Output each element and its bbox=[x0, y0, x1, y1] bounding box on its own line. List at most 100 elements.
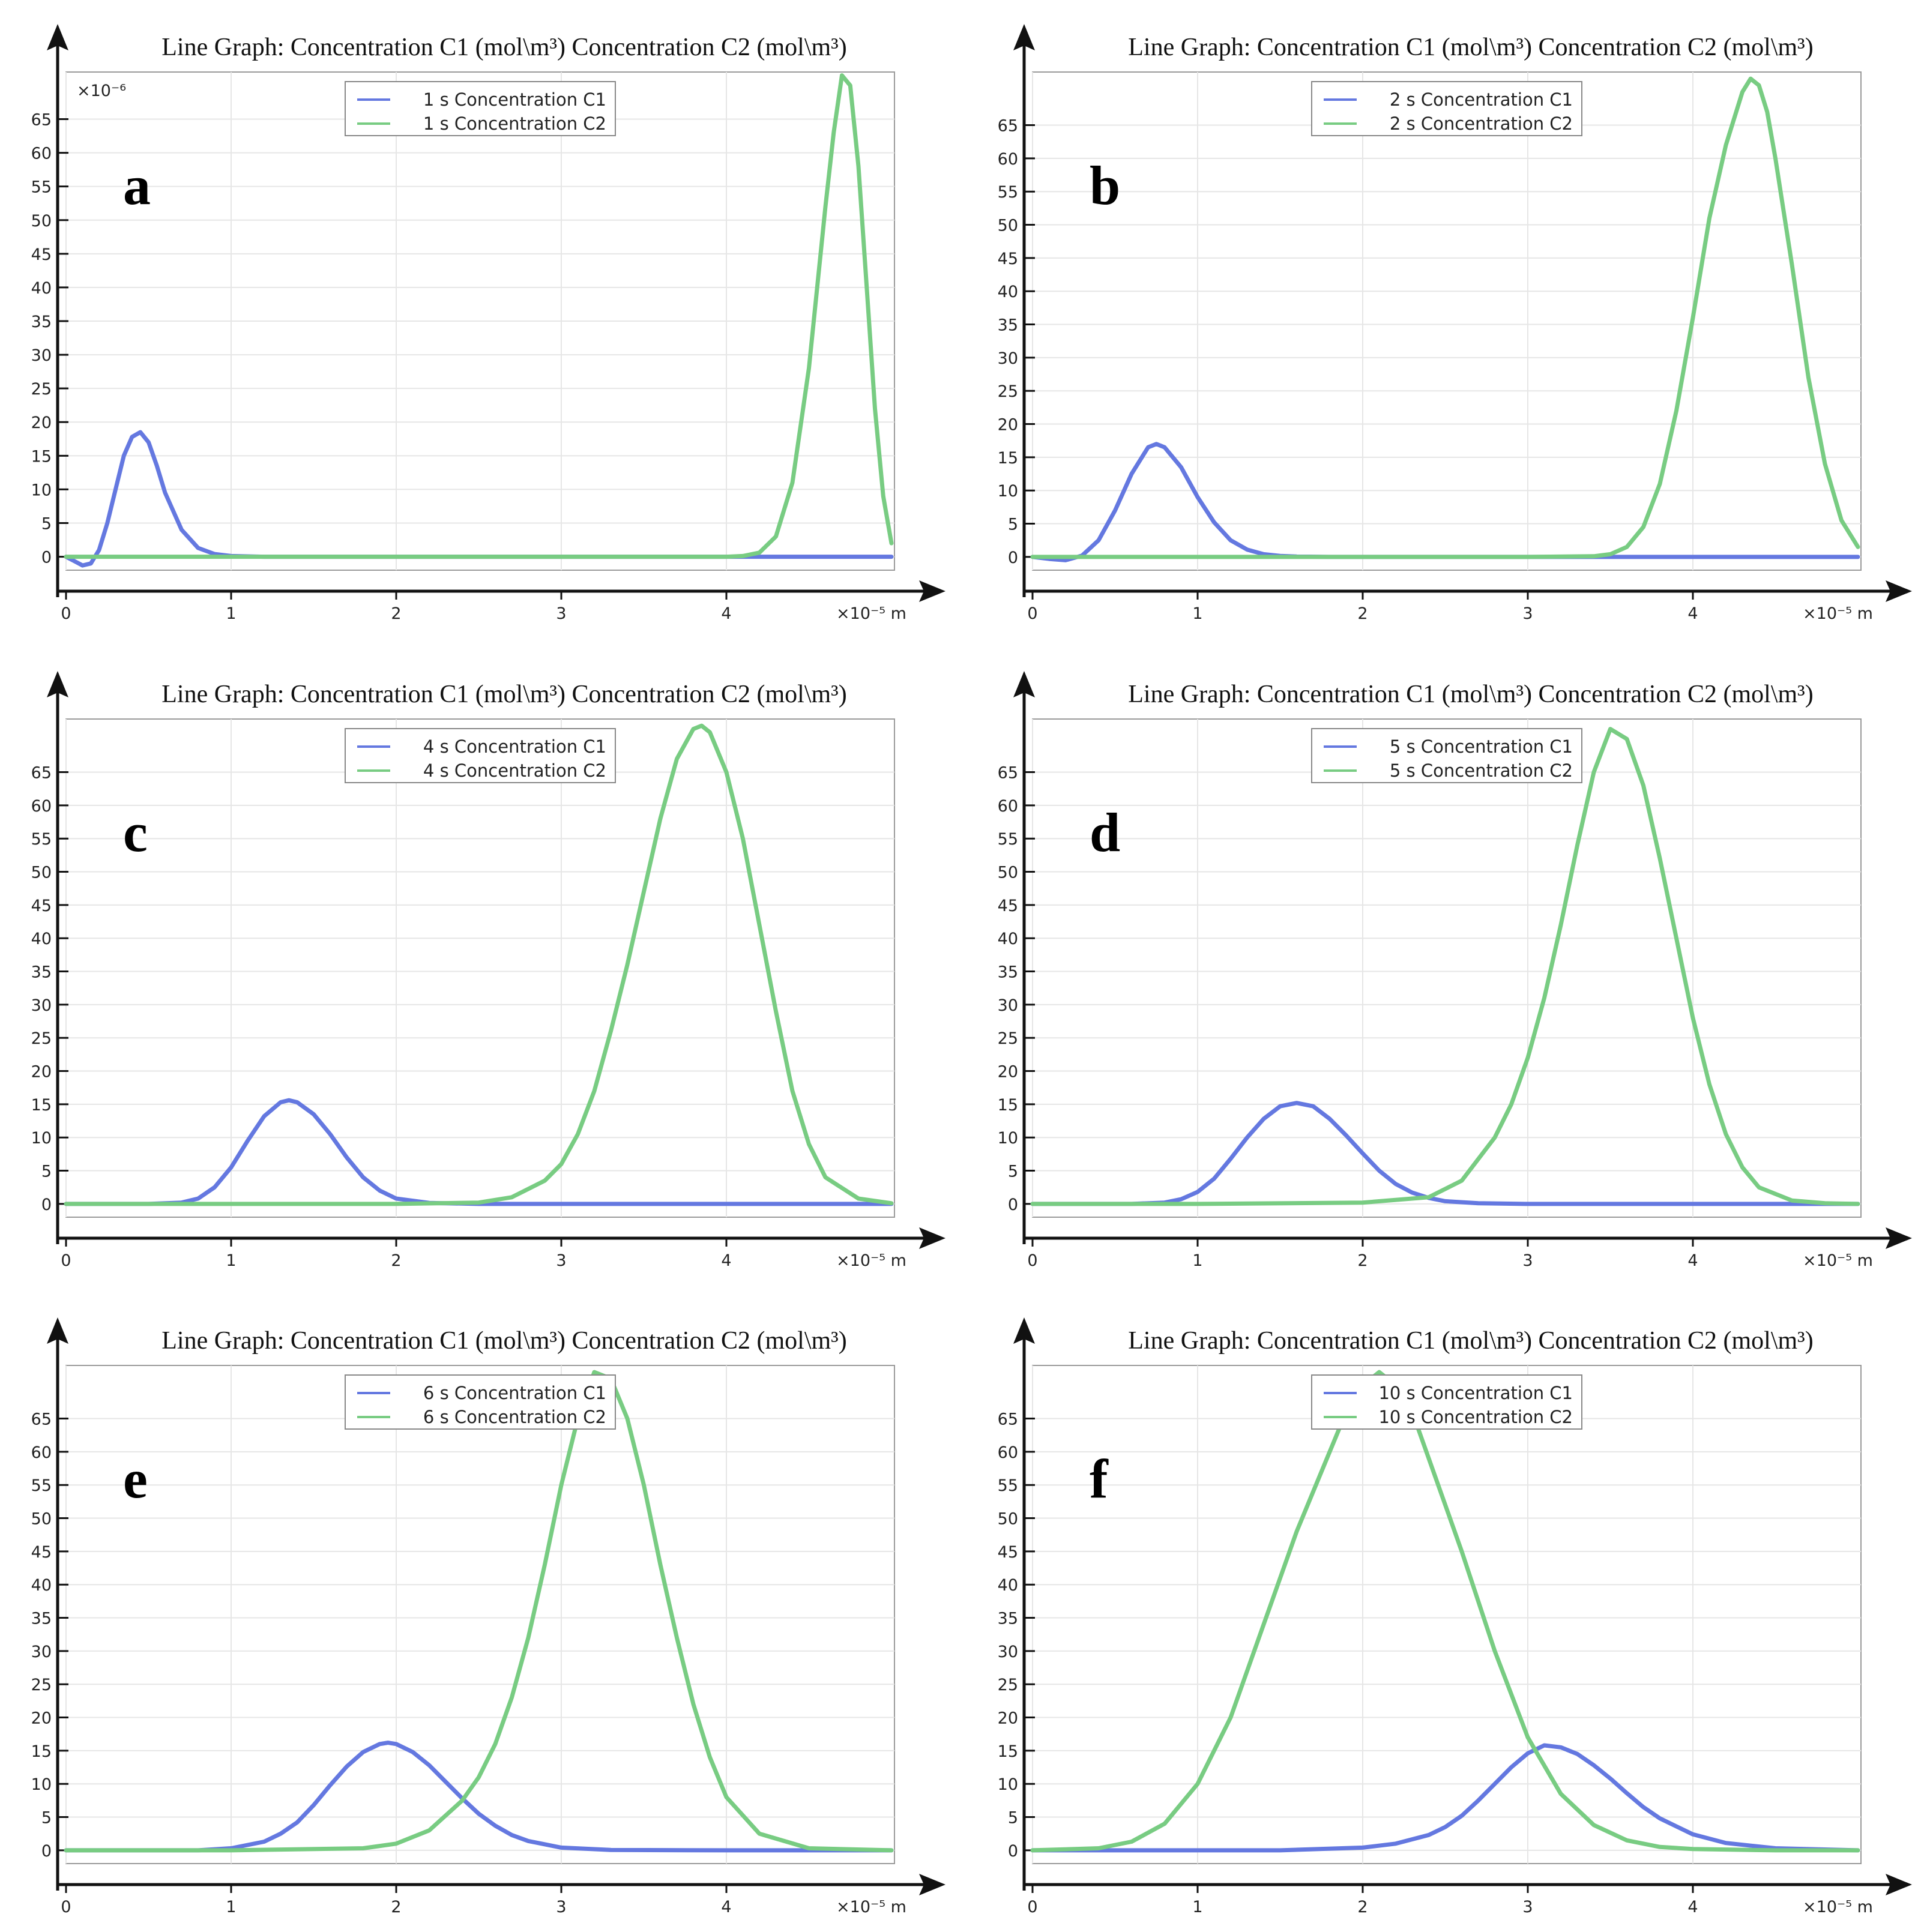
y-tick-label: 5 bbox=[41, 1163, 52, 1181]
y-tick-label: 20 bbox=[31, 1709, 52, 1728]
y-tick-label: 60 bbox=[998, 1443, 1018, 1462]
y-tick-label: 35 bbox=[31, 963, 52, 982]
plot-frame bbox=[65, 1365, 895, 1864]
x-axis-arrow bbox=[1886, 1227, 1912, 1249]
x-tick-label: 1 bbox=[226, 604, 236, 623]
legend-entry: 1 s Concentration C1 bbox=[423, 89, 606, 110]
x-tick-label: 3 bbox=[1522, 1251, 1533, 1270]
plot-frame bbox=[1032, 1365, 1862, 1864]
y-tick-label: 40 bbox=[31, 279, 52, 298]
series-line-c2 bbox=[64, 723, 894, 1206]
x-tick-label: 4 bbox=[721, 604, 731, 623]
y-axis-arrow bbox=[1013, 1317, 1035, 1344]
y-tick-label: 50 bbox=[31, 212, 52, 230]
y-tick-label: 0 bbox=[41, 1196, 52, 1214]
legend-box bbox=[345, 728, 616, 783]
y-scale-label: ×10⁻⁶ bbox=[77, 82, 126, 100]
plot-frame bbox=[65, 718, 895, 1218]
y-tick-label: 60 bbox=[998, 150, 1018, 169]
y-tick-label: 35 bbox=[31, 1610, 52, 1628]
legend: 5 s Concentration C1 5 s Concentration C2 bbox=[1311, 728, 1582, 783]
panel-letter: a bbox=[123, 155, 151, 216]
legend-box bbox=[1311, 81, 1582, 136]
y-tick-label: 60 bbox=[31, 145, 52, 163]
x-tick-label: 0 bbox=[1027, 604, 1037, 623]
legend-entry: 1 s Concentration C2 bbox=[423, 113, 606, 134]
y-tick-label: 20 bbox=[998, 416, 1018, 435]
y-tick-label: 30 bbox=[998, 349, 1018, 368]
x-tick-label: 0 bbox=[61, 1251, 71, 1270]
y-tick-label: 45 bbox=[31, 1543, 52, 1562]
y-tick-label: 65 bbox=[998, 1410, 1018, 1429]
x-axis-arrow bbox=[919, 580, 945, 602]
x-tick-label: 4 bbox=[1687, 604, 1698, 623]
y-tick-label: 10 bbox=[998, 1129, 1018, 1148]
x-tick-label: 3 bbox=[1522, 1898, 1533, 1916]
legend: 6 s Concentration C1 6 s Concentration C2 bbox=[345, 1374, 616, 1430]
y-tick-label: 10 bbox=[31, 1129, 52, 1148]
legend-entry: 2 s Concentration C1 bbox=[1390, 89, 1573, 110]
y-tick-label: 15 bbox=[31, 1742, 52, 1761]
series-line-c1 bbox=[64, 1741, 894, 1853]
y-tick-label: 0 bbox=[1008, 1196, 1018, 1214]
y-tick-label: 45 bbox=[998, 250, 1018, 268]
chart-title: Line Graph: Concentration C1 (mol\m³) Co… bbox=[1128, 1327, 1813, 1355]
y-tick-label: 30 bbox=[31, 346, 52, 365]
y-tick-label: 35 bbox=[31, 313, 52, 331]
chart-title: Line Graph: Concentration C1 (mol\m³) Co… bbox=[1128, 681, 1813, 708]
x-tick-label: 0 bbox=[61, 1898, 71, 1916]
x-tick-label: 2 bbox=[1357, 604, 1368, 623]
y-tick-label: 15 bbox=[31, 1096, 52, 1115]
panel-letter: f bbox=[1090, 1448, 1109, 1509]
y-tick-label: 15 bbox=[998, 449, 1018, 468]
y-tick-label: 5 bbox=[1008, 1809, 1018, 1828]
y-tick-label: 0 bbox=[1008, 549, 1018, 567]
x-tick-label: 4 bbox=[1687, 1251, 1698, 1270]
x-unit-label: ×10⁻⁵ m bbox=[1803, 1251, 1873, 1270]
legend-entry: 4 s Concentration C2 bbox=[423, 760, 606, 781]
panel-letter: b bbox=[1090, 155, 1120, 216]
x-unit-label: ×10⁻⁵ m bbox=[1803, 1898, 1873, 1916]
legend: 10 s Concentration C1 10 s Concentration … bbox=[1311, 1374, 1582, 1430]
panel-letter: c bbox=[123, 802, 148, 863]
y-axis-arrow bbox=[47, 671, 68, 697]
legend-box bbox=[345, 1374, 616, 1430]
y-tick-label: 60 bbox=[31, 1443, 52, 1462]
chart-title: Line Graph: Concentration C1 (mol\m³) Co… bbox=[1128, 34, 1813, 61]
x-tick-label: 1 bbox=[226, 1251, 236, 1270]
y-tick-label: 55 bbox=[31, 178, 52, 197]
x-tick-label: 4 bbox=[721, 1251, 731, 1270]
series-line-c1 bbox=[1030, 1101, 1860, 1206]
legend-entry: 5 s Concentration C1 bbox=[1390, 736, 1573, 757]
y-tick-label: 40 bbox=[31, 930, 52, 948]
y-tick-label: 25 bbox=[998, 1676, 1018, 1694]
y-tick-label: 45 bbox=[998, 1543, 1018, 1562]
x-tick-label: 2 bbox=[1357, 1251, 1368, 1270]
y-tick-label: 30 bbox=[31, 1643, 52, 1661]
y-tick-label: 65 bbox=[31, 764, 52, 783]
y-tick-label: 50 bbox=[31, 864, 52, 882]
y-tick-label: 35 bbox=[998, 963, 1018, 982]
y-tick-label: 65 bbox=[31, 1410, 52, 1429]
series-line-c2 bbox=[64, 73, 894, 559]
y-tick-label: 15 bbox=[998, 1096, 1018, 1115]
y-tick-label: 30 bbox=[998, 1643, 1018, 1661]
y-axis-arrow bbox=[1013, 671, 1035, 697]
y-tick-label: 10 bbox=[31, 1775, 52, 1794]
legend-entry: 6 s Concentration C1 bbox=[423, 1383, 606, 1403]
legend: 1 s Concentration C1 1 s Concentration C2 bbox=[345, 81, 616, 136]
x-tick-label: 1 bbox=[1192, 1898, 1202, 1916]
y-tick-label: 15 bbox=[998, 1742, 1018, 1761]
y-tick-label: 25 bbox=[998, 382, 1018, 401]
series-line-c1 bbox=[1030, 1743, 1860, 1853]
x-unit-label: ×10⁻⁵ m bbox=[1803, 604, 1873, 623]
legend-box bbox=[345, 81, 616, 136]
plot-frame bbox=[1032, 71, 1862, 571]
y-tick-label: 45 bbox=[31, 897, 52, 915]
y-tick-label: 10 bbox=[998, 1775, 1018, 1794]
y-tick-label: 25 bbox=[31, 1676, 52, 1694]
y-tick-label: 60 bbox=[998, 797, 1018, 816]
y-tick-label: 0 bbox=[41, 549, 52, 567]
